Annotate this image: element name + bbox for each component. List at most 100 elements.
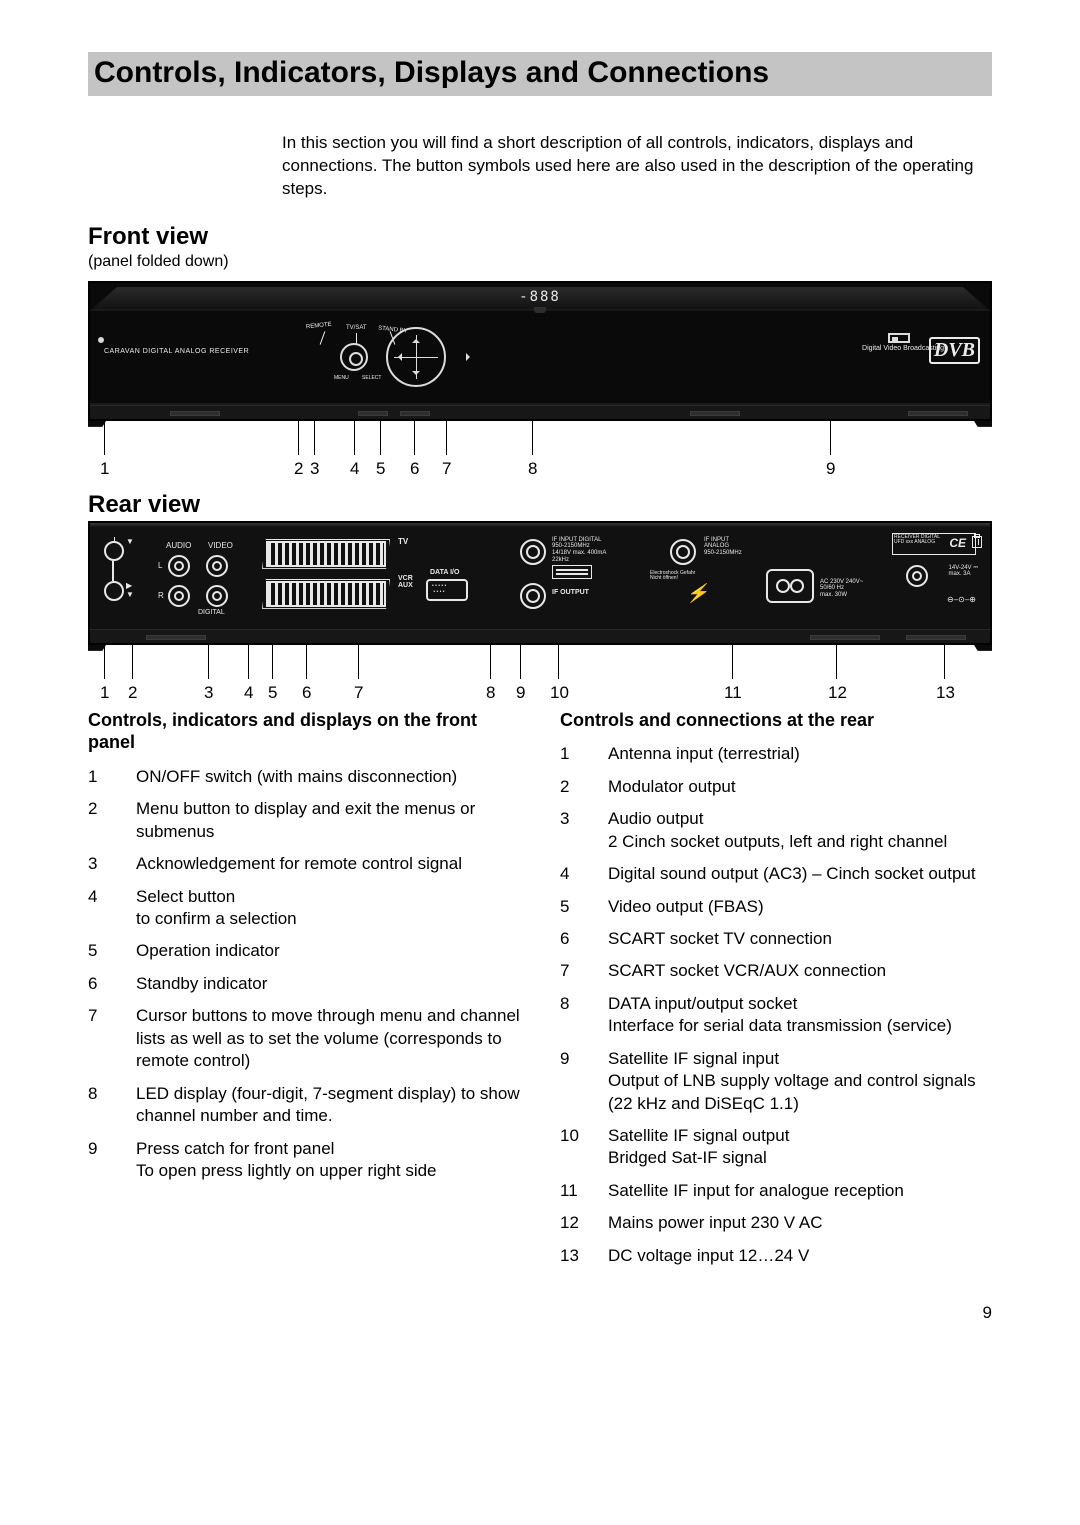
slot-icon xyxy=(908,411,968,416)
scart-tv-port-icon xyxy=(266,541,386,567)
callout-number: 5 xyxy=(376,459,385,479)
list-item-text: Standby indicator xyxy=(136,973,520,995)
modulator-out-port-icon xyxy=(104,581,124,601)
digital-port-icon xyxy=(206,585,228,607)
list-item-number: 6 xyxy=(560,928,580,950)
rear-top-edge xyxy=(90,523,990,527)
arrow-left-icon xyxy=(394,353,402,361)
list-item-number: 3 xyxy=(88,853,108,875)
list-item: 3Acknowledgement for remote control sign… xyxy=(88,853,520,875)
type-plate-text: RECEIVER DIGITAL UFD xxx ANALOG xyxy=(894,535,940,545)
list-item: 8LED display (four-digit, 7-segment disp… xyxy=(88,1083,520,1128)
dataio-port-icon xyxy=(426,579,468,601)
callout-number: 1 xyxy=(100,459,109,479)
list-item-text: LED display (four-digit, 7-segment displ… xyxy=(136,1083,520,1128)
callout-number: 7 xyxy=(442,459,451,479)
front-list-heading: Controls, indicators and displays on the… xyxy=(88,709,520,754)
dc-label: 14V-24V ⎓ max. 3A xyxy=(949,565,978,578)
list-item: 2Modulator output xyxy=(560,776,992,798)
list-item: 8DATA input/output socket Interface for … xyxy=(560,993,992,1038)
arrow-in-icon: ▼ xyxy=(126,537,134,546)
arrow-down-icon xyxy=(412,371,420,379)
list-item-number: 5 xyxy=(560,896,580,918)
callout-number: 9 xyxy=(516,683,525,703)
list-item-text: SCART socket VCR/AUX connection xyxy=(608,960,992,982)
list-item-text: Mains power input 230 V AC xyxy=(608,1212,992,1234)
list-item-number: 2 xyxy=(88,798,108,843)
list-item-text: Operation indicator xyxy=(136,940,520,962)
rear-diagram: ▼ ▶▼ AUDIO VIDEO L R DIGITAL TV VCR AUX … xyxy=(88,521,992,645)
ce-mark-icon: CE xyxy=(949,536,966,550)
list-item-text: Antenna input (terrestrial) xyxy=(608,743,992,765)
callout-line-icon xyxy=(520,645,521,679)
list-item: 9Press catch for front panel To open pre… xyxy=(88,1138,520,1183)
list-item-number: 6 xyxy=(88,973,108,995)
foot-icon xyxy=(974,421,992,427)
if-output-port-icon xyxy=(520,583,546,609)
callout-number: 6 xyxy=(302,683,311,703)
list-item-number: 3 xyxy=(560,808,580,853)
list-item-text: ON/OFF switch (with mains disconnection) xyxy=(136,766,520,788)
panel-catch-icon xyxy=(888,333,910,343)
front-diagram: -888 CARAVAN DIGITAL ANALOG RECEIVER REM… xyxy=(88,281,992,421)
callout-number: 4 xyxy=(244,683,253,703)
list-item-text: SCART socket TV connection xyxy=(608,928,992,950)
callout-number: 4 xyxy=(350,459,359,479)
callout-line-icon xyxy=(732,645,733,679)
analog-label: IF INPUT ANALOG 950-2150MHz xyxy=(704,537,742,557)
list-item: 1Antenna input (terrestrial) xyxy=(560,743,992,765)
menu-select-knob-icon xyxy=(340,343,368,371)
scart-vcr-port-icon xyxy=(266,581,386,607)
callout-line-icon xyxy=(558,645,559,679)
list-item: 6 SCART socket TV connection xyxy=(560,928,992,950)
callout-number: 5 xyxy=(268,683,277,703)
dpad-icon xyxy=(386,327,446,387)
list-item-number: 2 xyxy=(560,776,580,798)
list-item-number: 13 xyxy=(560,1245,580,1267)
if-analog-port-icon xyxy=(670,539,696,565)
audio-label: AUDIO xyxy=(166,541,191,550)
callout-line-icon xyxy=(446,421,447,455)
brand-label: CARAVAN DIGITAL ANALOG RECEIVER xyxy=(104,348,249,355)
page-number: 9 xyxy=(88,1303,992,1323)
list-item-text: Satellite IF signal output Bridged Sat-I… xyxy=(608,1125,992,1170)
list-item: 6 Standby indicator xyxy=(88,973,520,995)
list-item-text: DATA input/output socket Interface for s… xyxy=(608,993,992,1038)
rear-callouts: 12345678910111213 xyxy=(88,653,992,703)
slot-icon xyxy=(810,635,880,640)
port-link-line-icon xyxy=(112,561,114,581)
front-tray xyxy=(90,405,990,419)
list-item-number: 7 xyxy=(560,960,580,982)
dc-polarity-icon: ⊖–⊙–⊕ xyxy=(947,595,976,604)
callout-line-icon xyxy=(354,421,355,455)
power-led-icon xyxy=(98,337,104,343)
callout-line-icon xyxy=(104,645,105,679)
slot-icon xyxy=(146,635,206,640)
list-item-text: Cursor buttons to move through menu and … xyxy=(136,1005,520,1072)
list-item-text: Select button to confirm a selection xyxy=(136,886,520,931)
callout-number: 6 xyxy=(410,459,419,479)
list-item-number: 7 xyxy=(88,1005,108,1072)
rear-list: 1Antenna input (terrestrial) 2Modulator o… xyxy=(560,743,992,1267)
list-item-number: 10 xyxy=(560,1125,580,1170)
callout-number: 10 xyxy=(550,683,569,703)
list-item: 9Satellite IF signal input Output of LNB… xyxy=(560,1048,992,1115)
tv-label: TV xyxy=(398,537,408,546)
video-label: VIDEO xyxy=(208,541,233,550)
dvb-logo-icon: DVB xyxy=(929,337,980,364)
ac-input-port-icon xyxy=(766,569,814,603)
list-item-text: Menu button to display and exit the menu… xyxy=(136,798,520,843)
list-item: 7 Cursor buttons to move through menu and… xyxy=(88,1005,520,1072)
list-item: 2 Menu button to display and exit the men… xyxy=(88,798,520,843)
audio-l-port-icon xyxy=(168,555,190,577)
list-item: 3Audio output 2 Cinch socket outputs, le… xyxy=(560,808,992,853)
if-note-icon xyxy=(552,565,592,579)
slot-icon xyxy=(690,411,740,416)
callout-number: 1 xyxy=(100,683,109,703)
rear-device-body: ▼ ▶▼ AUDIO VIDEO L R DIGITAL TV VCR AUX … xyxy=(88,521,992,645)
list-item: 7 SCART socket VCR/AUX connection xyxy=(560,960,992,982)
shock-bolt-icon: ⚡ xyxy=(686,583,708,604)
arrow-right-icon xyxy=(466,353,474,361)
front-panel xyxy=(90,311,990,405)
list-item-number: 1 xyxy=(88,766,108,788)
